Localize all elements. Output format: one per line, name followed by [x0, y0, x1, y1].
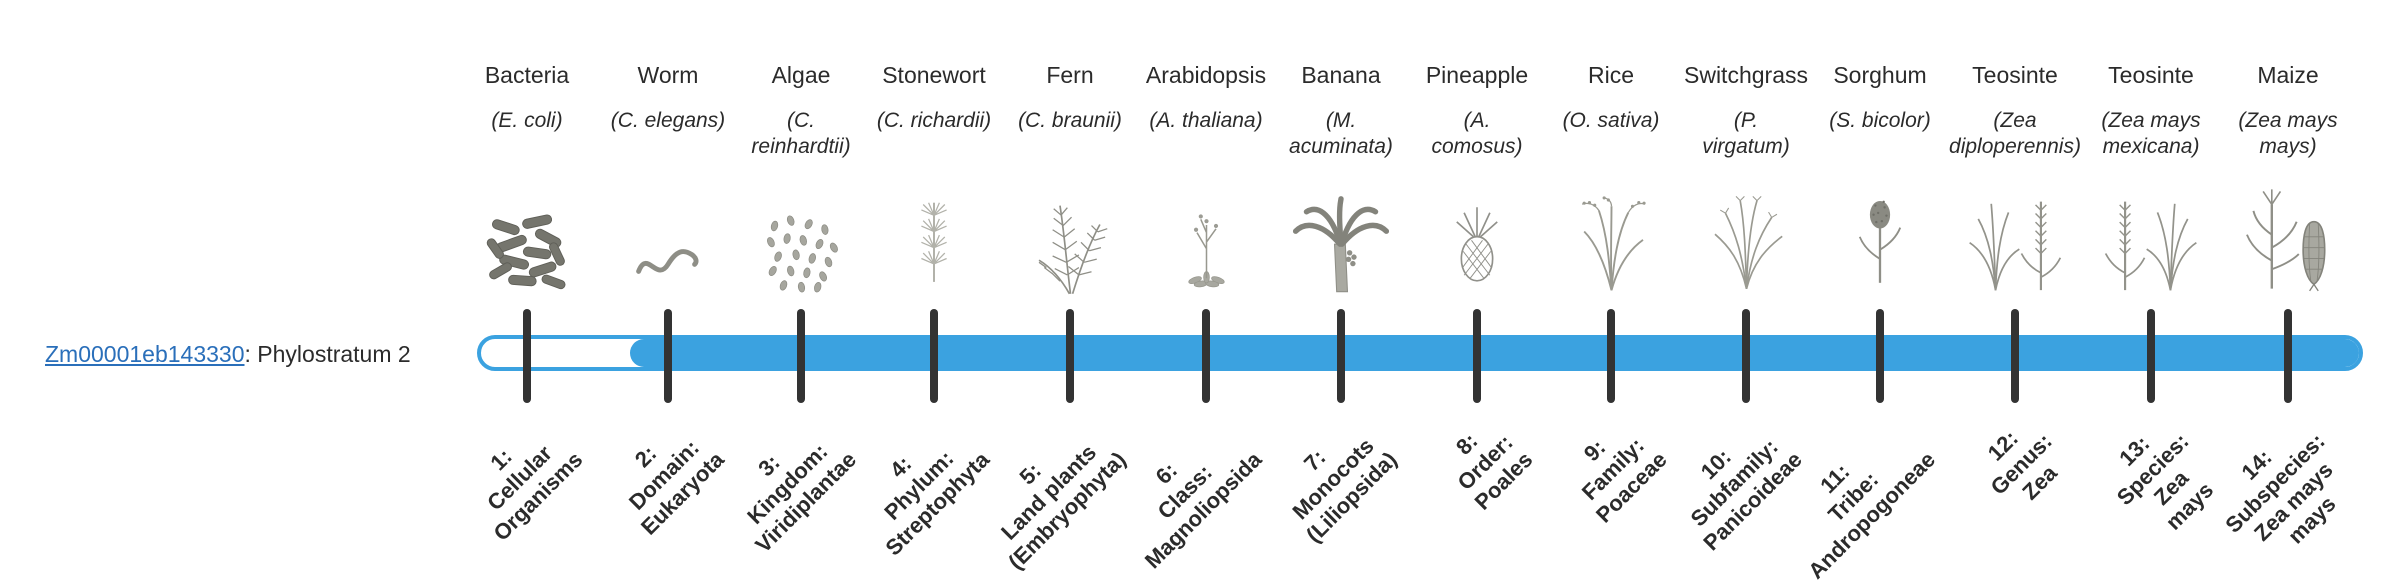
phylostratum-bar [477, 335, 2363, 371]
organism-species-name: (C. braunii) [1018, 109, 1122, 132]
algae-icon [733, 170, 869, 298]
phylostratum-tick [1742, 309, 1750, 403]
organism-common-name: Stonewort [882, 62, 986, 88]
organism-common-name: Worm [637, 62, 699, 88]
phylostratum-tick [1202, 309, 1210, 403]
organism-species-name: (C. richardii) [876, 109, 992, 132]
organism-common-name: Teosinte [2108, 62, 2194, 88]
organism-common-name: Algae [771, 62, 831, 88]
switchgrass-icon [1678, 170, 1814, 298]
banana-icon [1273, 170, 1409, 298]
maize-icon [2220, 170, 2356, 298]
organism-species-name: (A. thaliana) [1149, 109, 1263, 132]
organism-species-name: (Zea mays mexicana) [2101, 109, 2201, 158]
worm-icon [600, 170, 736, 298]
organism-common-name: Sorghum [1833, 62, 1927, 88]
phylostratum-bar-fill [630, 339, 2359, 367]
rice-icon [1543, 170, 1679, 298]
organism-species-name: (O. sativa) [1562, 109, 1660, 132]
teosinte-diploperennis-icon [1947, 170, 2083, 298]
phylostratum-tick [1473, 309, 1481, 403]
gene-link[interactable]: Zm00001eb143330 [45, 341, 245, 367]
organism-common-name: Fern [1046, 62, 1094, 88]
phylostratum-tick [2147, 309, 2155, 403]
phylostratum-tick [664, 309, 672, 403]
teosinte-mexicana-icon [2083, 170, 2219, 298]
gene-phylostratum-text: : Phylostratum 2 [244, 341, 411, 367]
organism-species-name: (Zea mays mays) [2238, 109, 2338, 158]
phylostratum-tick [523, 309, 531, 403]
fern-icon [1002, 170, 1138, 298]
phylostratum-tick [2011, 309, 2019, 403]
organism-common-name: Banana [1301, 62, 1381, 88]
organism-common-name: Arabidopsis [1145, 62, 1267, 88]
organism-species-name: (E. coli) [491, 109, 563, 132]
phylostratum-tick [930, 309, 938, 403]
organism-common-name: Bacteria [484, 62, 570, 88]
arabidopsis-icon [1138, 170, 1274, 298]
pineapple-icon [1409, 170, 1545, 298]
phylostratum-tick [797, 309, 805, 403]
organism-common-name: Pineapple [1425, 62, 1529, 88]
phylostratum-tick [1607, 309, 1615, 403]
gene-label: Zm00001eb143330: Phylostratum 2 [45, 341, 411, 368]
organism-species-name: (S. bicolor) [1829, 109, 1931, 132]
organism-species-name: (C. reinhardtii) [751, 109, 851, 158]
organism-common-name: Rice [1587, 62, 1634, 88]
organism-species-name: (C. elegans) [610, 109, 726, 132]
stonewort-icon [866, 170, 1002, 298]
phylostratum-tick [2284, 309, 2292, 403]
organism-common-name: Switchgrass [1684, 62, 1808, 88]
organism-common-name: Teosinte [1972, 62, 2058, 88]
organism-species-name: (P. virgatum) [1702, 109, 1790, 158]
sorghum-icon [1812, 170, 1948, 298]
organism-species-name: (M. acuminata) [1289, 109, 1393, 158]
bacteria-icon [459, 170, 595, 298]
phylostratum-tick [1066, 309, 1074, 403]
phylostratum-tick [1337, 309, 1345, 403]
organism-species-name: (Zea diploperennis) [1949, 109, 2081, 158]
organism-species-name: (A. comosus) [1431, 109, 1523, 158]
organism-common-name: Maize [2257, 62, 2319, 88]
phylostratum-tick [1876, 309, 1884, 403]
